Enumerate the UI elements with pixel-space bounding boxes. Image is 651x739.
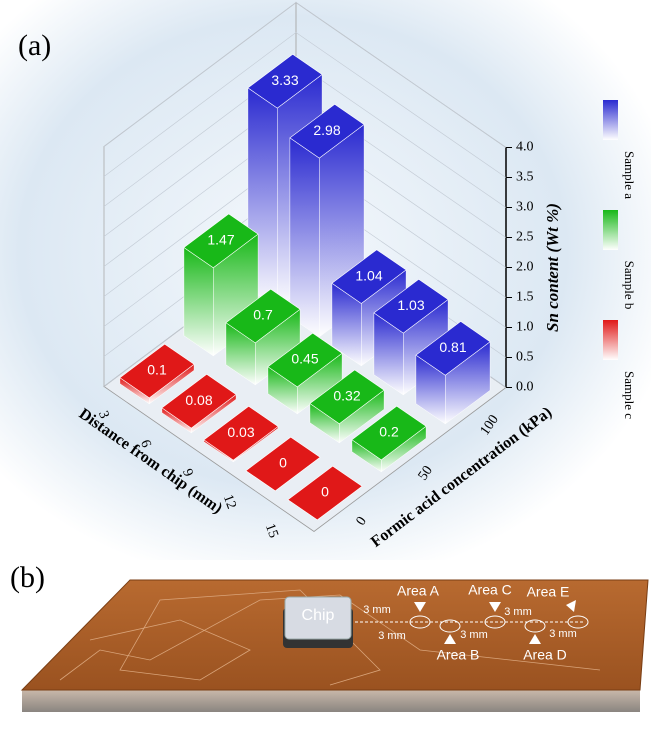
area-label: Area E [527, 584, 570, 600]
diagram: (b) Chip Area A Area B Area C Area D Are… [10, 561, 648, 712]
area-label: Area D [523, 647, 567, 663]
data-label: 1.04 [355, 267, 382, 283]
data-label: 0.32 [333, 388, 360, 404]
legend-label: Sample c [622, 371, 637, 419]
data-label: 0 [279, 455, 287, 471]
legend-label: Sample a [622, 151, 637, 199]
area-label: Area A [397, 583, 440, 599]
legend-swatch [603, 320, 618, 360]
chip-label: Chip [302, 607, 335, 624]
data-label: 0 [321, 484, 329, 500]
z-tick-label: 2.0 [516, 260, 534, 275]
z-tick-label: 1.5 [516, 290, 534, 305]
area-label: Area B [437, 647, 480, 663]
legend-swatch [603, 210, 618, 250]
z-axis-title: Sn content (Wt %) [543, 203, 562, 332]
spacing-label: 3 mm [549, 628, 577, 640]
z-tick-label: 2.5 [516, 230, 534, 245]
z-tick-label: 1.0 [516, 320, 534, 335]
z-tick-label: 3.0 [516, 200, 534, 215]
panel-label: (a) [18, 29, 51, 62]
figure: (a) 0.0 0.5 1.0 1.5 2.0 2.5 3.0 3.5 4.0 Sn conten… [0, 0, 651, 739]
spacing-label: 3 mm [504, 606, 532, 618]
z-tick-label: 4.0 [516, 140, 534, 155]
data-label: 2.98 [313, 122, 340, 138]
spacing-label: 3 mm [460, 629, 488, 641]
spacing-label: 3 mm [378, 630, 406, 642]
data-label: 0.2 [379, 424, 399, 440]
spacing-label: 3 mm [363, 604, 391, 616]
data-label: 1.47 [207, 232, 234, 248]
legend-label: Sample b [622, 261, 637, 310]
data-label: 3.33 [271, 72, 298, 88]
data-label: 0.81 [439, 339, 466, 355]
z-tick-label: 0.0 [516, 380, 534, 395]
z-tick-label: 0.5 [516, 350, 534, 365]
data-label: 0.45 [291, 351, 318, 367]
data-label: 1.03 [397, 297, 424, 313]
data-label: 0.1 [147, 362, 167, 378]
data-label: 0.7 [253, 307, 273, 323]
board-edge [22, 690, 640, 712]
area-label: Area C [468, 582, 512, 598]
panel-label: (b) [10, 561, 45, 594]
data-label: 0.03 [227, 424, 254, 440]
legend-swatch [603, 100, 618, 140]
data-label: 0.08 [185, 392, 212, 408]
z-tick-label: 3.5 [516, 170, 534, 185]
